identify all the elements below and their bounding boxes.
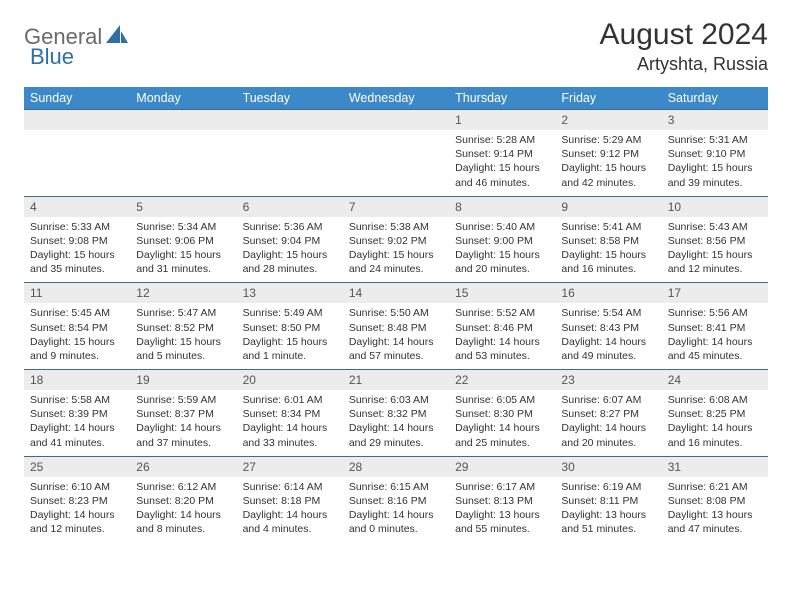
day-data-cell: Sunrise: 5:49 AMSunset: 8:50 PMDaylight:… (237, 303, 343, 369)
day-data-cell: Sunrise: 6:12 AMSunset: 8:20 PMDaylight:… (130, 477, 236, 543)
day-number-row: 11121314151617 (24, 283, 768, 304)
day-data-cell: Sunrise: 6:10 AMSunset: 8:23 PMDaylight:… (24, 477, 130, 543)
day-data-cell: Sunrise: 5:40 AMSunset: 9:00 PMDaylight:… (449, 217, 555, 283)
day-number-cell: 26 (130, 456, 236, 477)
day-header-row: Sunday Monday Tuesday Wednesday Thursday… (24, 87, 768, 110)
day-data-cell: Sunrise: 5:45 AMSunset: 8:54 PMDaylight:… (24, 303, 130, 369)
day-number-cell: 24 (662, 370, 768, 391)
month-title: August 2024 (600, 18, 768, 52)
day-data-cell: Sunrise: 5:52 AMSunset: 8:46 PMDaylight:… (449, 303, 555, 369)
logo-sail-icon (106, 25, 128, 50)
day-data-row: Sunrise: 5:45 AMSunset: 8:54 PMDaylight:… (24, 303, 768, 369)
day-number-cell: 20 (237, 370, 343, 391)
day-data-cell: Sunrise: 5:34 AMSunset: 9:06 PMDaylight:… (130, 217, 236, 283)
day-data-row: Sunrise: 5:33 AMSunset: 9:08 PMDaylight:… (24, 217, 768, 283)
day-data-cell: Sunrise: 5:33 AMSunset: 9:08 PMDaylight:… (24, 217, 130, 283)
day-number-cell: 29 (449, 456, 555, 477)
day-data-cell (237, 130, 343, 196)
calendar-body: 123Sunrise: 5:28 AMSunset: 9:14 PMDaylig… (24, 110, 768, 543)
day-number-cell: 31 (662, 456, 768, 477)
day-number-cell: 22 (449, 370, 555, 391)
day-data-cell: Sunrise: 5:50 AMSunset: 8:48 PMDaylight:… (343, 303, 449, 369)
day-header: Wednesday (343, 87, 449, 110)
day-data-cell: Sunrise: 6:15 AMSunset: 8:16 PMDaylight:… (343, 477, 449, 543)
day-number-cell: 21 (343, 370, 449, 391)
day-data-cell: Sunrise: 5:43 AMSunset: 8:56 PMDaylight:… (662, 217, 768, 283)
day-data-cell: Sunrise: 5:29 AMSunset: 9:12 PMDaylight:… (555, 130, 661, 196)
day-number-cell: 27 (237, 456, 343, 477)
title-block: August 2024 Artyshta, Russia (600, 18, 768, 75)
day-data-cell: Sunrise: 6:07 AMSunset: 8:27 PMDaylight:… (555, 390, 661, 456)
day-data-cell: Sunrise: 6:05 AMSunset: 8:30 PMDaylight:… (449, 390, 555, 456)
day-header: Sunday (24, 87, 130, 110)
day-number-cell: 16 (555, 283, 661, 304)
day-data-cell: Sunrise: 6:19 AMSunset: 8:11 PMDaylight:… (555, 477, 661, 543)
day-number-cell: 2 (555, 110, 661, 131)
day-number-cell: 15 (449, 283, 555, 304)
day-data-row: Sunrise: 5:28 AMSunset: 9:14 PMDaylight:… (24, 130, 768, 196)
day-number-cell: 30 (555, 456, 661, 477)
day-number-row: 45678910 (24, 196, 768, 217)
day-number-cell: 4 (24, 196, 130, 217)
day-number-row: 123 (24, 110, 768, 131)
location: Artyshta, Russia (600, 54, 768, 75)
day-data-cell: Sunrise: 6:01 AMSunset: 8:34 PMDaylight:… (237, 390, 343, 456)
day-data-cell: Sunrise: 5:31 AMSunset: 9:10 PMDaylight:… (662, 130, 768, 196)
calendar-page: General August 2024 Artyshta, Russia Blu… (0, 0, 792, 543)
day-data-cell: Sunrise: 5:28 AMSunset: 9:14 PMDaylight:… (449, 130, 555, 196)
day-data-cell: Sunrise: 5:54 AMSunset: 8:43 PMDaylight:… (555, 303, 661, 369)
day-data-cell: Sunrise: 5:58 AMSunset: 8:39 PMDaylight:… (24, 390, 130, 456)
calendar-table: Sunday Monday Tuesday Wednesday Thursday… (24, 87, 768, 543)
day-header: Monday (130, 87, 236, 110)
day-number-cell: 10 (662, 196, 768, 217)
day-data-cell (130, 130, 236, 196)
day-number-cell (343, 110, 449, 131)
day-number-cell: 23 (555, 370, 661, 391)
day-number-cell: 3 (662, 110, 768, 131)
day-data-cell: Sunrise: 5:56 AMSunset: 8:41 PMDaylight:… (662, 303, 768, 369)
day-data-cell: Sunrise: 5:59 AMSunset: 8:37 PMDaylight:… (130, 390, 236, 456)
day-number-cell (130, 110, 236, 131)
day-number-cell: 8 (449, 196, 555, 217)
day-header: Saturday (662, 87, 768, 110)
logo-text-blue: Blue (30, 44, 74, 69)
day-number-cell: 17 (662, 283, 768, 304)
day-number-cell: 18 (24, 370, 130, 391)
day-data-cell: Sunrise: 6:21 AMSunset: 8:08 PMDaylight:… (662, 477, 768, 543)
day-data-cell (343, 130, 449, 196)
day-number-cell: 28 (343, 456, 449, 477)
day-header: Friday (555, 87, 661, 110)
day-header: Tuesday (237, 87, 343, 110)
day-number-cell: 11 (24, 283, 130, 304)
day-data-cell: Sunrise: 6:03 AMSunset: 8:32 PMDaylight:… (343, 390, 449, 456)
day-number-row: 25262728293031 (24, 456, 768, 477)
day-number-cell: 6 (237, 196, 343, 217)
day-number-cell: 25 (24, 456, 130, 477)
day-header: Thursday (449, 87, 555, 110)
header: General August 2024 Artyshta, Russia (24, 18, 768, 75)
day-number-cell: 14 (343, 283, 449, 304)
day-number-cell (237, 110, 343, 131)
day-data-row: Sunrise: 5:58 AMSunset: 8:39 PMDaylight:… (24, 390, 768, 456)
day-number-cell: 5 (130, 196, 236, 217)
day-data-row: Sunrise: 6:10 AMSunset: 8:23 PMDaylight:… (24, 477, 768, 543)
day-data-cell (24, 130, 130, 196)
day-number-cell: 1 (449, 110, 555, 131)
day-data-cell: Sunrise: 5:41 AMSunset: 8:58 PMDaylight:… (555, 217, 661, 283)
day-number-cell: 19 (130, 370, 236, 391)
day-data-cell: Sunrise: 6:17 AMSunset: 8:13 PMDaylight:… (449, 477, 555, 543)
logo-blue-text-wrap: Blue (30, 44, 74, 70)
day-data-cell: Sunrise: 5:36 AMSunset: 9:04 PMDaylight:… (237, 217, 343, 283)
day-number-row: 18192021222324 (24, 370, 768, 391)
day-number-cell: 13 (237, 283, 343, 304)
day-data-cell: Sunrise: 6:08 AMSunset: 8:25 PMDaylight:… (662, 390, 768, 456)
day-data-cell: Sunrise: 5:47 AMSunset: 8:52 PMDaylight:… (130, 303, 236, 369)
day-data-cell: Sunrise: 6:14 AMSunset: 8:18 PMDaylight:… (237, 477, 343, 543)
day-number-cell: 7 (343, 196, 449, 217)
day-number-cell: 9 (555, 196, 661, 217)
day-data-cell: Sunrise: 5:38 AMSunset: 9:02 PMDaylight:… (343, 217, 449, 283)
day-number-cell: 12 (130, 283, 236, 304)
day-number-cell (24, 110, 130, 131)
